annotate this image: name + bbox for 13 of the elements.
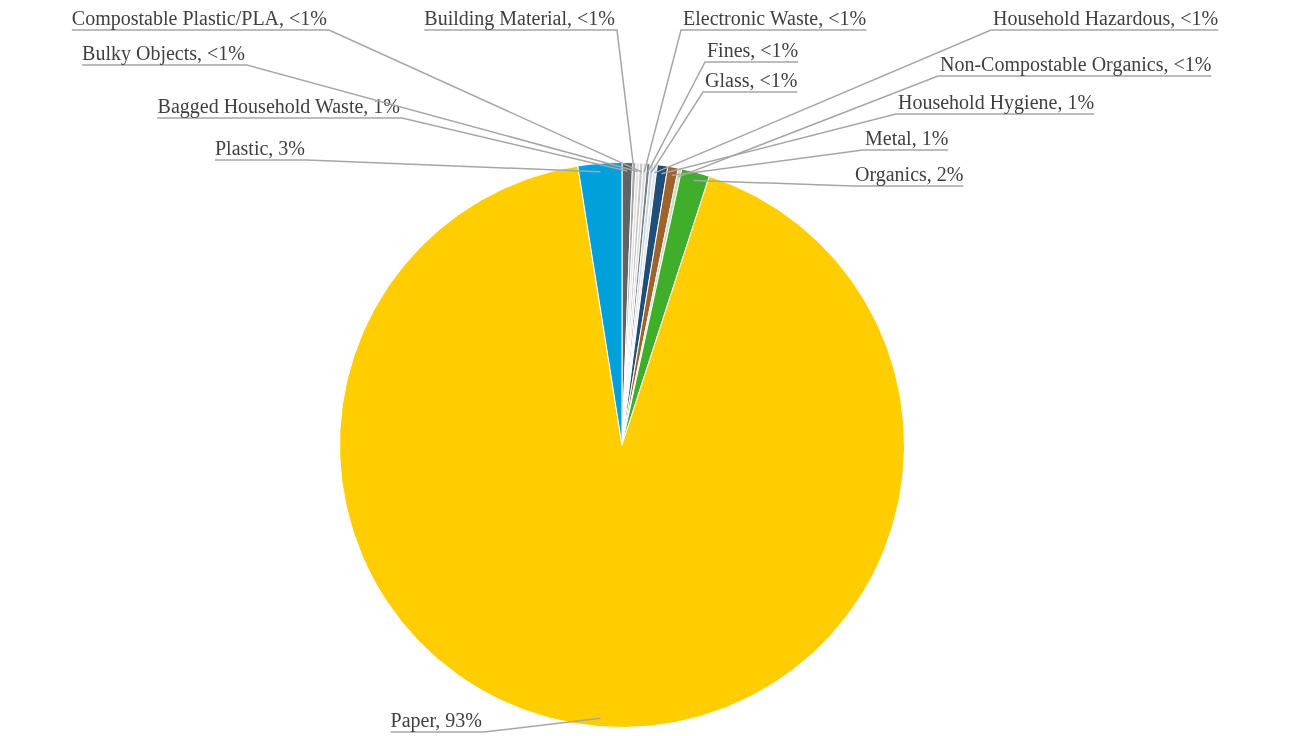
slice-label: Electronic Waste, <1% [683,7,867,30]
slice-label: Plastic, 3% [215,137,305,160]
slice-label: Bulky Objects, <1% [82,42,245,66]
slice-label: Organics, 2% [855,163,964,187]
slice-label: Non-Compostable Organics, <1% [940,53,1212,77]
slice-label: Household Hygiene, 1% [898,91,1095,115]
slice-label: Building Material, <1% [424,7,615,31]
slice-label: Glass, <1% [705,69,798,92]
slice-label: Fines, <1% [707,39,799,62]
slice-label: Compostable Plastic/PLA, <1% [71,7,327,31]
slice-label: Paper, 93% [390,709,482,733]
slice-label: Household Hazardous, <1% [993,7,1219,30]
slice-label: Metal, 1% [865,127,949,150]
